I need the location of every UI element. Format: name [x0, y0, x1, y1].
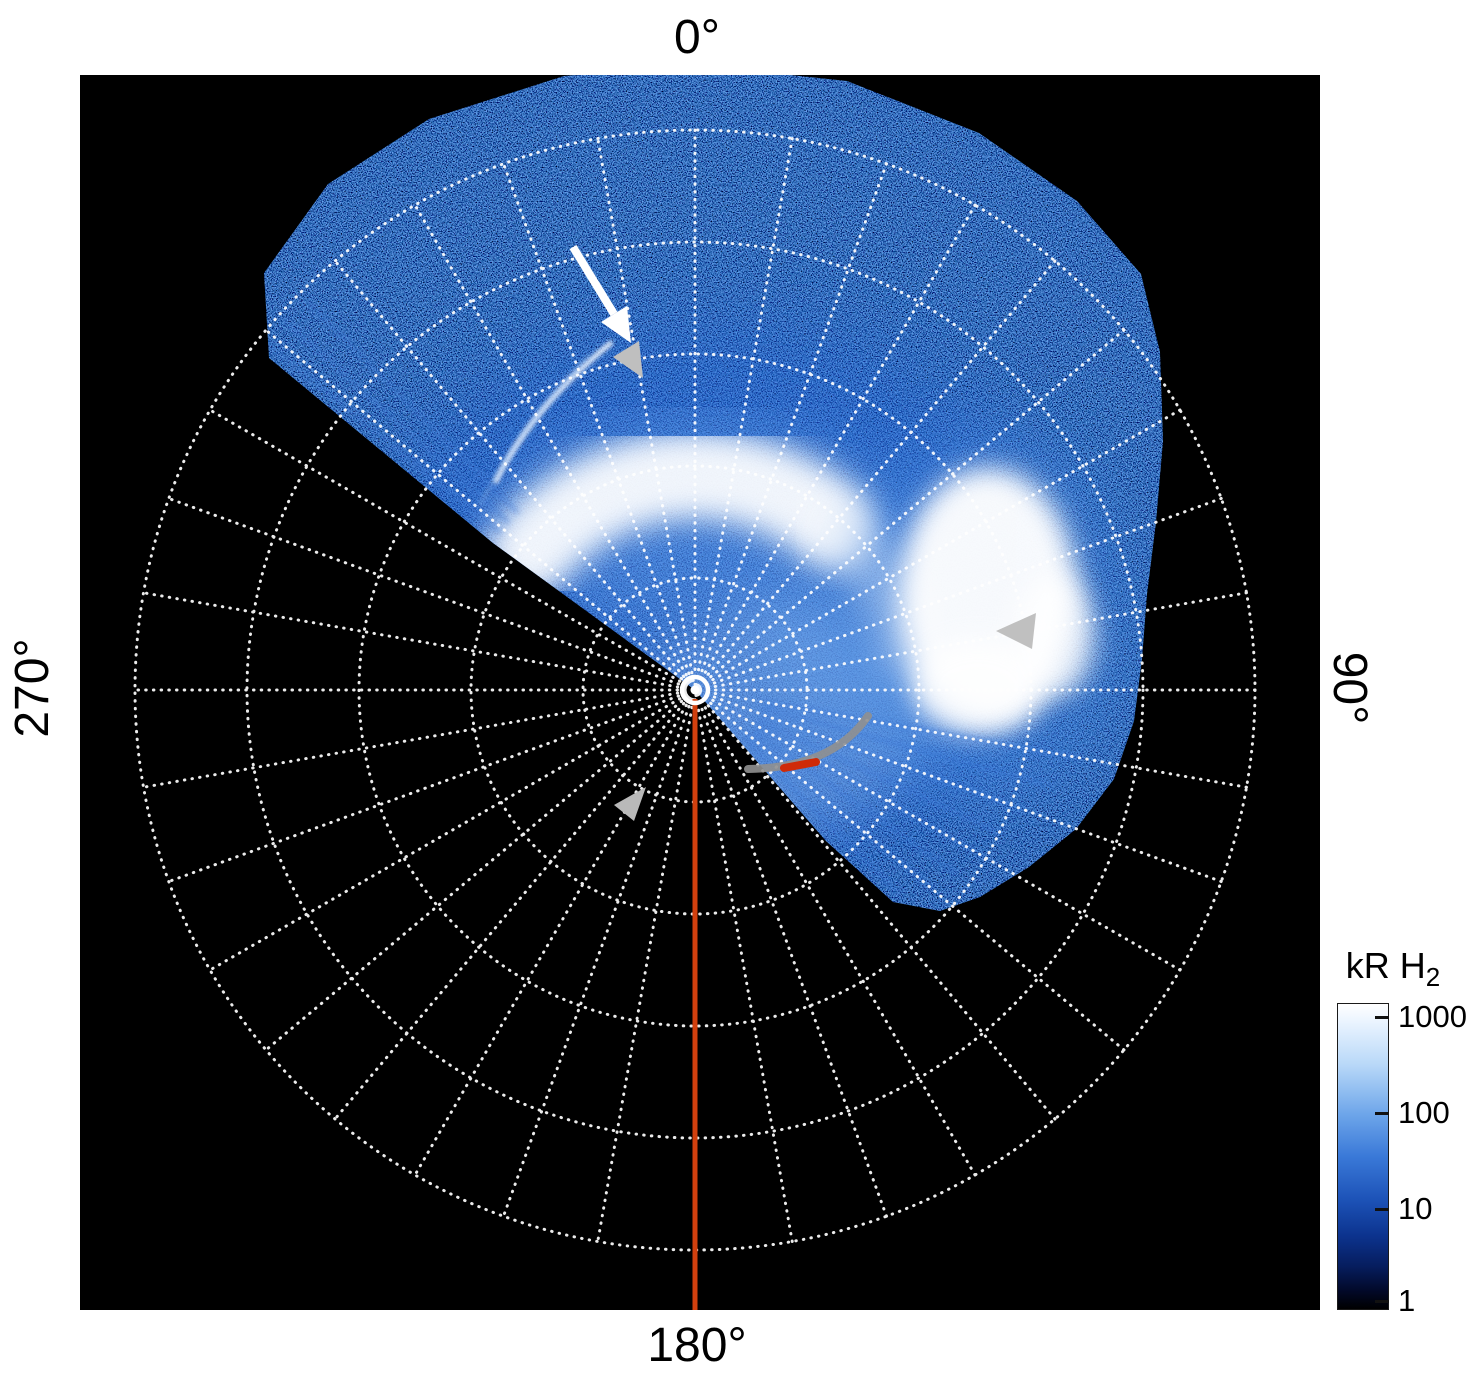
- grid-ring-2: [469, 464, 921, 916]
- colorbar-tick-label-1: 1: [1398, 1283, 1416, 1318]
- colorbar-title-main: kR H: [1345, 945, 1426, 986]
- annotation-arrows: [569, 244, 1036, 821]
- angle-label-270: 270°: [6, 638, 59, 738]
- aurora-polar-plot-canvas: [133, 75, 1257, 1310]
- angle-label-0: 0°: [674, 11, 720, 64]
- gray-arrowhead-right-icon: [996, 613, 1036, 649]
- grid-spokes: [133, 128, 1257, 1252]
- white-arrow-shaft: [569, 244, 618, 317]
- gray-arc-segment: [744, 712, 872, 773]
- dawn-bright-patch-lower: [912, 639, 1044, 735]
- colorbar-tick-1: [1375, 1300, 1389, 1303]
- colorbar-tick-label-100: 100: [1398, 1095, 1450, 1130]
- angle-label-180: 180°: [647, 1319, 747, 1372]
- aurora-data-wedge: [264, 75, 1163, 911]
- gray-arrowhead-lower-icon: [614, 787, 646, 821]
- polar-grid: [133, 128, 1257, 1252]
- pole-marker: [679, 674, 711, 706]
- gray-arrowhead-upper-left-icon: [613, 341, 643, 378]
- colorbar-tick-10: [1375, 1208, 1389, 1211]
- colorbar-tick-label-1000: 1000: [1398, 999, 1467, 1034]
- upper-fringe-streaks: [264, 299, 520, 535]
- colorbar-tick-label-10: 10: [1398, 1191, 1433, 1226]
- colorbar-title: kR H2: [1318, 946, 1468, 992]
- red-arc-segment: [780, 758, 820, 772]
- colorbar-tick-1000: [1375, 1016, 1389, 1019]
- white-arrow-head: [601, 306, 631, 343]
- aurora-polar-plot: [80, 75, 1320, 1310]
- angle-label-90: 90°: [1323, 651, 1376, 725]
- colorbar-title-sub: 2: [1425, 962, 1441, 993]
- grid-ring-4: [245, 240, 1145, 1140]
- dawn-bright-patch-right: [1015, 573, 1095, 697]
- colorbar-tick-100: [1375, 1112, 1389, 1115]
- colorbar-gradient: [1337, 1003, 1389, 1310]
- main-auroral-arc: [486, 430, 877, 596]
